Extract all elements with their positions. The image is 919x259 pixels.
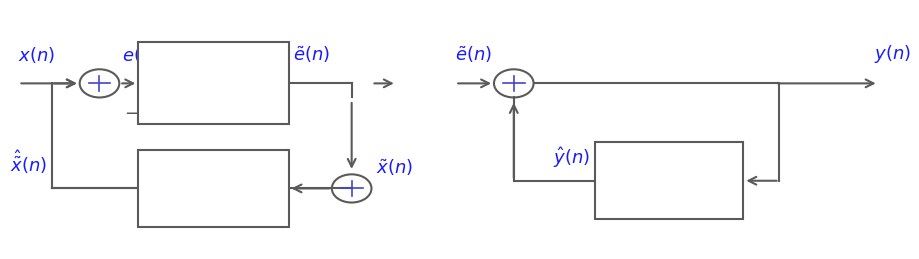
Text: $e(n)$: $e(n)$ (122, 45, 159, 66)
Text: $\tilde{x}(n)$: $\tilde{x}(n)$ (376, 158, 413, 178)
Text: $y(n)$: $y(n)$ (874, 44, 911, 66)
Text: $\tilde{e}(n)$: $\tilde{e}(n)$ (293, 45, 330, 66)
Text: $\mathbf{h}$: $\mathbf{h}$ (663, 189, 675, 207)
Text: quantizer: quantizer (174, 74, 253, 92)
Text: $\hat{y}(n)$: $\hat{y}(n)$ (553, 146, 590, 170)
Bar (595, 142, 743, 219)
Text: $\mathbf{h}$: $\mathbf{h}$ (207, 196, 221, 214)
Text: $-$: $-$ (124, 103, 139, 121)
Text: $\hat{\tilde{x}}(n)$: $\hat{\tilde{x}}(n)$ (10, 148, 47, 176)
Text: $\tilde{e}(n)$: $\tilde{e}(n)$ (455, 45, 493, 66)
Bar (138, 42, 289, 124)
Bar (138, 150, 289, 227)
Text: predictor: predictor (631, 162, 707, 181)
Text: $x(n)$: $x(n)$ (18, 45, 55, 66)
Text: predictor: predictor (176, 170, 251, 188)
